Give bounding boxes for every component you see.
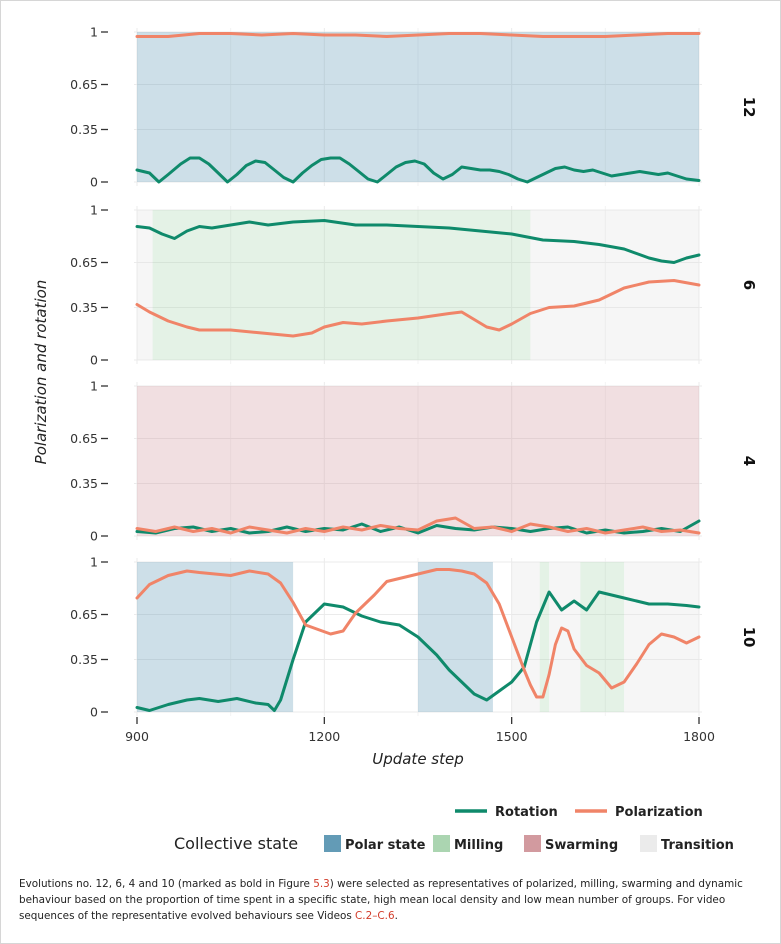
state-band-polar-state bbox=[137, 562, 294, 712]
y-tick-label: 0 bbox=[90, 705, 98, 720]
chart: 00.350.6511200.350.651600.350.651400.350… bbox=[32, 25, 758, 854]
y-tick-label: 0.65 bbox=[70, 431, 98, 446]
y-tick-label: 0.65 bbox=[70, 607, 98, 622]
legend-swatch-swarming bbox=[524, 835, 541, 852]
state-band-transition bbox=[530, 210, 699, 360]
state-band-transition bbox=[137, 210, 153, 360]
series-line-polarization bbox=[135, 32, 701, 38]
series-line-rotation bbox=[135, 156, 701, 184]
y-tick-label: 0 bbox=[90, 529, 98, 544]
y-tick-label: 0.35 bbox=[70, 652, 98, 667]
y-tick-label: 1 bbox=[90, 379, 98, 394]
state-band-milling bbox=[152, 210, 531, 360]
y-tick-label: 0.35 bbox=[70, 300, 98, 315]
panel-6: 0 0.35 0.65 1 6 bbox=[70, 203, 758, 368]
series-line-rotation bbox=[135, 519, 701, 535]
legend-label-milling: Milling bbox=[454, 838, 503, 853]
x-axis-title: Update step bbox=[372, 750, 464, 768]
x-tick-label: 1800 bbox=[683, 729, 715, 744]
state-band-milling bbox=[539, 562, 550, 712]
state-band-transition bbox=[549, 562, 581, 712]
legend-swatch-milling bbox=[433, 835, 450, 852]
state-band-milling bbox=[580, 562, 625, 712]
series-line-rotation bbox=[135, 219, 701, 264]
panel-12: 0 0.35 0.65 1 12 bbox=[70, 25, 758, 190]
panel-10: 0 0.35 0.65 1 10 bbox=[70, 555, 758, 720]
legend-state-title: Collective state bbox=[174, 834, 298, 853]
facet-label: 12 bbox=[740, 97, 758, 118]
y-tick-label: 1 bbox=[90, 203, 98, 218]
y-axis-title: Polarization and rotation bbox=[32, 280, 50, 465]
legend-label-polarization: Polarization bbox=[615, 805, 703, 820]
state-band-swarming bbox=[137, 386, 699, 536]
legend-label-swarming: Swarming bbox=[545, 838, 618, 853]
legend-label-transition: Transition bbox=[661, 838, 734, 853]
series-line-polarization bbox=[135, 279, 701, 338]
legend-swatch-transition bbox=[640, 835, 657, 852]
facet-label: 4 bbox=[740, 456, 758, 466]
facet-label: 10 bbox=[740, 627, 758, 648]
x-tick-label: 1500 bbox=[496, 729, 528, 744]
state-band-transition bbox=[511, 562, 540, 712]
caption-text-3: . bbox=[394, 910, 398, 922]
legend-swatch-polar-state bbox=[324, 835, 341, 852]
x-tick-label: 900 bbox=[125, 729, 149, 744]
state-band-polar-state bbox=[137, 32, 699, 182]
legend-label-polar-state: Polar state bbox=[345, 838, 426, 853]
y-tick-label: 0.35 bbox=[70, 122, 98, 137]
legend-label-rotation: Rotation bbox=[495, 805, 558, 820]
panel-4: 0 0.35 0.65 1 4 bbox=[70, 379, 758, 544]
caption-text-2: ) were selected as representatives of po… bbox=[19, 878, 743, 922]
facet-label: 6 bbox=[740, 280, 758, 290]
series-line-polarization bbox=[135, 568, 701, 699]
series-line-rotation bbox=[135, 590, 701, 712]
caption-figure-link[interactable]: 5.3 bbox=[313, 878, 330, 890]
y-tick-label: 0 bbox=[90, 353, 98, 368]
state-band-polar-state bbox=[418, 562, 493, 712]
y-tick-label: 0.35 bbox=[70, 476, 98, 491]
y-tick-label: 1 bbox=[90, 555, 98, 570]
y-tick-label: 0.65 bbox=[70, 77, 98, 92]
figure-caption: Evolutions no. 12, 6, 4 and 10 (marked a… bbox=[19, 876, 764, 924]
state-band-transition bbox=[624, 562, 699, 712]
y-tick-label: 1 bbox=[90, 25, 98, 40]
y-tick-label: 0 bbox=[90, 175, 98, 190]
series-line-polarization bbox=[135, 516, 701, 535]
x-tick-label: 1200 bbox=[308, 729, 340, 744]
caption-text-1: Evolutions no. 12, 6, 4 and 10 (marked a… bbox=[19, 878, 314, 890]
caption-video-link[interactable]: C.2–C.6 bbox=[355, 910, 395, 922]
y-tick-label: 0.65 bbox=[70, 255, 98, 270]
